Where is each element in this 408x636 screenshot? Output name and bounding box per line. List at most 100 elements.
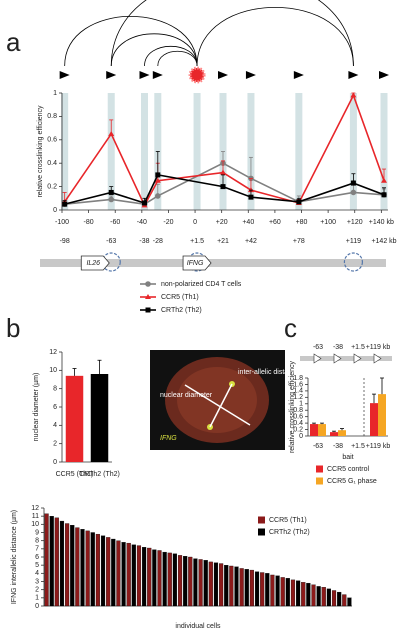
- bar: [326, 588, 331, 607]
- site-band: [380, 93, 388, 210]
- bar: [370, 403, 378, 436]
- y-tick-label: 0: [35, 603, 39, 610]
- microscopy-image: nuclear diameter inter-allelic distance …: [150, 350, 300, 450]
- bar: [90, 374, 109, 462]
- distance-arrow: [209, 383, 233, 428]
- x-tick-label: +20: [216, 219, 228, 226]
- y-tick-label: 0.8: [47, 113, 57, 120]
- y-tick-label: 11: [32, 513, 39, 520]
- y-tick-label: 0: [53, 207, 57, 214]
- site-arrow: [379, 71, 390, 79]
- bar: [136, 545, 142, 607]
- bar: [167, 552, 172, 607]
- bar: [280, 577, 285, 607]
- bar: [65, 523, 70, 607]
- site-arrow: [59, 71, 70, 79]
- y-tick-label: 3: [35, 578, 39, 585]
- y-tick-label: 12: [31, 505, 39, 512]
- bar: [296, 580, 301, 607]
- gene-label: IL26: [86, 260, 100, 267]
- bar: [193, 558, 198, 607]
- diagram-label: +1.5: [351, 344, 365, 351]
- site-band: [107, 93, 115, 210]
- y-tick-label: 7: [35, 546, 39, 553]
- site-arrow: [218, 71, 229, 79]
- x-axis-label: individual cells: [175, 623, 221, 630]
- bait-marker: [188, 66, 206, 84]
- y-tick-label: 8: [53, 386, 57, 393]
- bar: [121, 542, 126, 607]
- bar: [59, 520, 65, 607]
- bar: [229, 565, 234, 607]
- image-label: inter-allelic distance: [238, 369, 300, 376]
- diameter-arrow: [184, 384, 251, 426]
- bar: [65, 375, 84, 462]
- diagram-label: -63: [313, 344, 323, 351]
- bar: [116, 540, 121, 607]
- bar: [80, 529, 85, 607]
- bar: [106, 537, 111, 607]
- data-point: [108, 189, 114, 195]
- bar: [265, 573, 270, 607]
- bar: [198, 559, 203, 607]
- bar: [342, 594, 347, 607]
- bar: [224, 565, 229, 607]
- bar: [100, 535, 106, 607]
- x-tick-label: -38: [333, 443, 343, 450]
- site-arrow: [373, 353, 382, 364]
- x-tick-label: CRTh2 (Th2): [79, 471, 120, 478]
- bar: [239, 568, 244, 607]
- site-arrow: [353, 353, 362, 364]
- y-tick-label: 1: [35, 595, 39, 602]
- data-point: [247, 187, 254, 193]
- x-tick-label: -40: [137, 219, 147, 226]
- x-tick-label: CCR5 (Th1): [56, 471, 94, 478]
- bar: [254, 571, 260, 607]
- site-band: [295, 93, 303, 210]
- bar: [338, 430, 346, 436]
- x-tick-label: -20: [163, 219, 173, 226]
- locus-bar: [300, 356, 392, 361]
- bar: [54, 517, 59, 607]
- bar: [70, 525, 75, 607]
- bar: [275, 575, 280, 607]
- bar: [310, 424, 318, 436]
- site-band: [61, 93, 69, 210]
- bar: [290, 579, 296, 607]
- y-axis-label: nuclear diameter (µm): [33, 373, 40, 442]
- bar: [234, 566, 239, 607]
- interaction-arc: [144, 46, 198, 67]
- site-label: +21: [217, 238, 229, 245]
- chromatin-loop: [343, 252, 364, 272]
- bar: [330, 432, 338, 436]
- y-tick-label: 0.2: [293, 426, 303, 433]
- legend-label: CCR5 control: [327, 466, 369, 473]
- y-tick-label: 0: [53, 459, 57, 466]
- bar: [321, 587, 326, 607]
- data-point: [220, 169, 227, 175]
- bar: [318, 424, 326, 436]
- y-tick-label: 0: [299, 433, 303, 440]
- nucleus-inner: [177, 367, 257, 433]
- gene-arrow: [182, 255, 212, 271]
- x-tick-label: -63: [313, 443, 323, 450]
- y-tick-label: 1.6: [293, 381, 303, 388]
- y-axis-label: relative crosslinking efficiency: [37, 105, 44, 198]
- bar: [306, 582, 311, 607]
- data-point: [350, 189, 357, 196]
- legend-label: CCR5 G₁ phase: [327, 478, 377, 485]
- legend-swatch: [258, 528, 265, 536]
- x-tick-label: +1.5: [351, 443, 365, 450]
- x-tick-label: -80: [84, 219, 94, 226]
- bar: [270, 574, 275, 607]
- bar: [172, 553, 177, 607]
- data-point: [248, 194, 254, 200]
- panel-label: a: [6, 27, 21, 57]
- interaction-arc: [110, 0, 354, 67]
- site-label: +42: [245, 238, 257, 245]
- bar: [157, 550, 162, 607]
- legend-swatch: [316, 477, 323, 485]
- interaction-arc: [196, 6, 354, 67]
- data-point: [296, 199, 302, 205]
